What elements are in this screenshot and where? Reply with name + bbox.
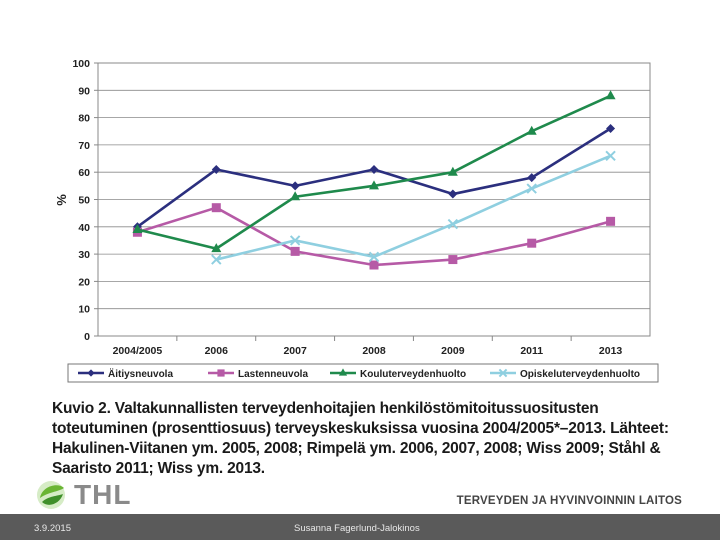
y-tick-label: 60: [78, 167, 90, 179]
data-point: [132, 224, 143, 234]
chart-legend: Äitiysneuvola Lastenneuvola Kouluterveyden…: [67, 363, 659, 383]
legend-item: Opiskeluterveydenhuolto: [490, 368, 640, 380]
chart-series: [132, 90, 616, 270]
x-tick-label: 2004/2005: [113, 345, 163, 357]
data-point: [211, 203, 221, 213]
data-point: [217, 369, 225, 377]
series-1: [132, 124, 616, 232]
legend-item: Lastenneuvola: [208, 369, 308, 380]
data-point: [527, 238, 537, 248]
data-point: [606, 216, 616, 226]
y-tick-label: 50: [78, 195, 90, 207]
legend-label: Opiskeluterveydenhuolto: [520, 369, 640, 380]
y-tick-label: 0: [84, 331, 90, 343]
data-point: [290, 191, 301, 201]
thl-leaf-icon: [37, 481, 65, 509]
legend-label: Kouluterveydenhuolto: [360, 369, 466, 380]
data-point: [211, 254, 222, 265]
data-point: [447, 218, 459, 230]
logo-text: THL: [74, 479, 132, 510]
x-tick-label: 2008: [362, 345, 386, 357]
data-point: [498, 368, 508, 378]
data-point: [290, 246, 300, 256]
y-tick-label: 10: [78, 304, 90, 316]
y-tick-label: 100: [72, 58, 90, 70]
chart-axes: [94, 62, 651, 341]
data-point: [527, 173, 537, 183]
series-3: [132, 90, 616, 253]
y-tick-label: 20: [78, 276, 90, 288]
y-tick-label: 30: [78, 249, 90, 261]
data-point: [448, 189, 458, 199]
data-point: [87, 369, 95, 377]
y-axis-label: %: [54, 194, 69, 206]
data-point: [211, 243, 222, 253]
series-line: [215, 154, 612, 261]
legend-label: Äitiysneuvola: [108, 367, 173, 380]
series-2: [132, 203, 616, 270]
data-point: [290, 181, 300, 191]
organization-name: TERVEYDEN JA HYVINVOINNIN LAITOS: [456, 495, 682, 507]
data-point: [289, 235, 301, 246]
footer-date: 3.9.2015: [34, 523, 71, 534]
x-tick-label: 2013: [599, 345, 623, 357]
x-tick-label: 2011: [520, 345, 543, 357]
footer-bar: 3.9.2015 Susanna Fagerlund-Jalokinos: [0, 514, 720, 540]
data-point: [526, 125, 537, 135]
y-tick-labels: 0 10 20 30 40 50 60 70 80 90 100: [72, 58, 90, 343]
y-tick-label: 80: [78, 113, 90, 125]
footer-author: Susanna Fagerlund-Jalokinos: [294, 523, 420, 534]
data-point: [369, 260, 379, 270]
legend-box: [67, 363, 659, 383]
data-point: [448, 255, 458, 265]
legend-label: Lastenneuvola: [238, 369, 308, 380]
data-point: [605, 150, 616, 162]
data-point: [368, 251, 380, 263]
data-point: [211, 164, 221, 174]
data-point: [447, 166, 458, 176]
data-point: [605, 90, 616, 100]
x-tick-label: 2006: [205, 345, 229, 357]
series-line: [136, 127, 612, 228]
data-point: [338, 368, 348, 376]
x-tick-label: 2007: [283, 345, 307, 357]
line-chart: 0 10 20 30 40 50 60 70 80 90 100 2004/2005 2006 2007…: [54, 58, 659, 383]
y-tick-label: 90: [78, 85, 90, 97]
figure-caption: Kuvio 2. Valtakunnallisten terveydenhoit…: [52, 400, 669, 477]
legend-item: Kouluterveydenhuolto: [330, 368, 466, 380]
x-tick-label: 2009: [441, 345, 465, 357]
data-point: [369, 164, 379, 174]
data-point: [606, 124, 616, 134]
series-4: [211, 150, 616, 265]
legend-item: Äitiysneuvola: [78, 367, 173, 380]
thl-logo: THL: [34, 478, 131, 512]
data-point: [526, 183, 537, 194]
data-point: [369, 180, 379, 190]
chart-grid: [98, 89, 650, 310]
y-tick-label: 70: [78, 140, 90, 152]
x-tick-labels: 2004/2005 2006 2007 2008 2009 2011 2013: [113, 345, 623, 357]
y-tick-label: 40: [78, 222, 90, 234]
